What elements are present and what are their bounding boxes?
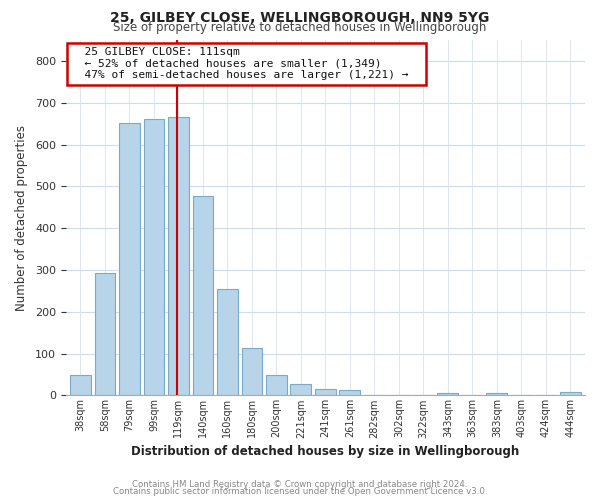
Bar <box>340 390 360 396</box>
Y-axis label: Number of detached properties: Number of detached properties <box>15 124 28 310</box>
Text: Contains public sector information licensed under the Open Government Licence v3: Contains public sector information licen… <box>113 488 487 496</box>
Bar <box>193 196 214 396</box>
Text: Size of property relative to detached houses in Wellingborough: Size of property relative to detached ho… <box>113 22 487 35</box>
Bar <box>143 119 164 396</box>
Bar <box>217 289 238 396</box>
Text: 25 GILBEY CLOSE: 111sqm
  ← 52% of detached houses are smaller (1,349)
  47% of : 25 GILBEY CLOSE: 111sqm ← 52% of detache… <box>71 47 422 80</box>
Bar <box>315 389 336 396</box>
Bar <box>487 394 507 396</box>
Bar <box>70 376 91 396</box>
Bar <box>437 394 458 396</box>
Bar <box>95 273 115 396</box>
Bar <box>242 348 262 396</box>
X-axis label: Distribution of detached houses by size in Wellingborough: Distribution of detached houses by size … <box>131 444 520 458</box>
Text: 25, GILBEY CLOSE, WELLINGBOROUGH, NN9 5YG: 25, GILBEY CLOSE, WELLINGBOROUGH, NN9 5Y… <box>110 11 490 25</box>
Text: Contains HM Land Registry data © Crown copyright and database right 2024.: Contains HM Land Registry data © Crown c… <box>132 480 468 489</box>
Bar <box>290 384 311 396</box>
Bar <box>168 116 189 396</box>
Bar <box>560 392 581 396</box>
Bar <box>119 123 140 396</box>
Bar <box>266 376 287 396</box>
